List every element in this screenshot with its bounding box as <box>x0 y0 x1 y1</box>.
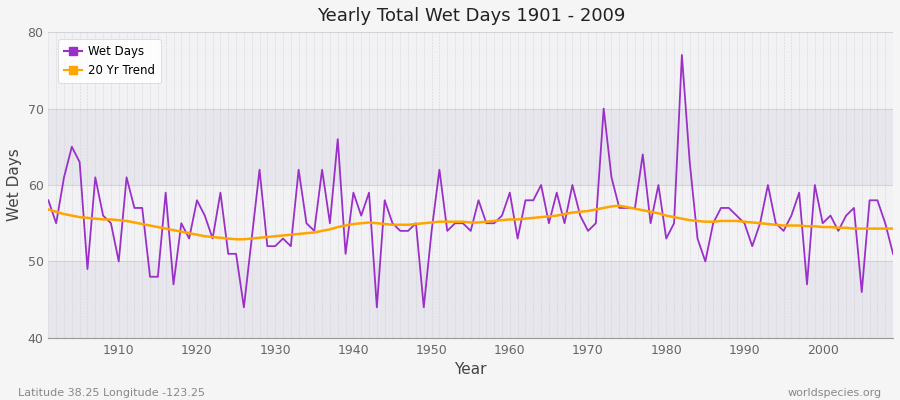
Bar <box>49 262 893 338</box>
Text: Latitude 38.25 Longitude -123.25: Latitude 38.25 Longitude -123.25 <box>18 388 205 398</box>
Title: Yearly Total Wet Days 1901 - 2009: Yearly Total Wet Days 1901 - 2009 <box>317 7 625 25</box>
Bar <box>49 108 893 185</box>
X-axis label: Year: Year <box>454 362 487 377</box>
Legend: Wet Days, 20 Yr Trend: Wet Days, 20 Yr Trend <box>58 40 161 83</box>
Y-axis label: Wet Days: Wet Days <box>7 149 22 221</box>
Text: worldspecies.org: worldspecies.org <box>788 388 882 398</box>
